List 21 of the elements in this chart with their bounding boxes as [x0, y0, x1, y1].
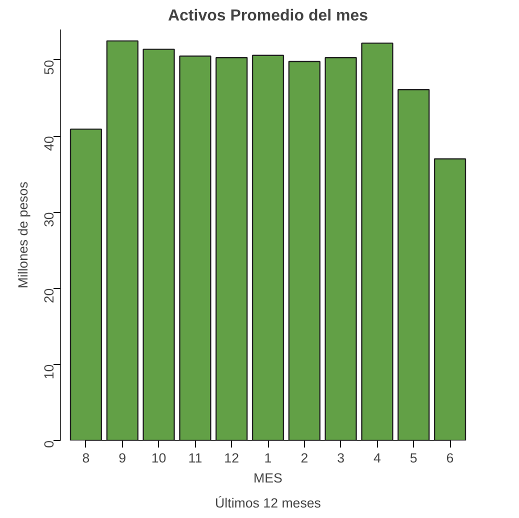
x-tick-label: 3	[337, 450, 345, 466]
chart-title: Activos Promedio del mes	[168, 8, 368, 24]
y-tick-label: 10	[42, 364, 56, 380]
x-tick-label: 2	[300, 450, 308, 466]
x-tick-label: 12	[224, 450, 240, 466]
x-tick-label: 8	[82, 450, 90, 466]
x-axis-title: MES	[254, 470, 283, 486]
x-tick-label: 11	[188, 450, 202, 466]
y-axis-title: Millones de pesos	[16, 181, 30, 288]
x-tick-label: 5	[410, 450, 418, 466]
x-tick-label: 6	[446, 450, 454, 466]
x-tick-label: 1	[264, 450, 272, 466]
text: Últimos 12 meses	[215, 496, 322, 510]
y-tick-label: 0	[42, 440, 56, 448]
y-tick-label: 20	[42, 288, 56, 304]
y-tick-label: 50	[42, 60, 56, 75]
y-tick-label: 30	[42, 212, 56, 227]
x-tick-label: 9	[118, 450, 126, 466]
x-tick-label: 4	[374, 450, 382, 466]
y-tick-label: 40	[42, 136, 56, 151]
x-tick-label: 10	[151, 450, 166, 466]
